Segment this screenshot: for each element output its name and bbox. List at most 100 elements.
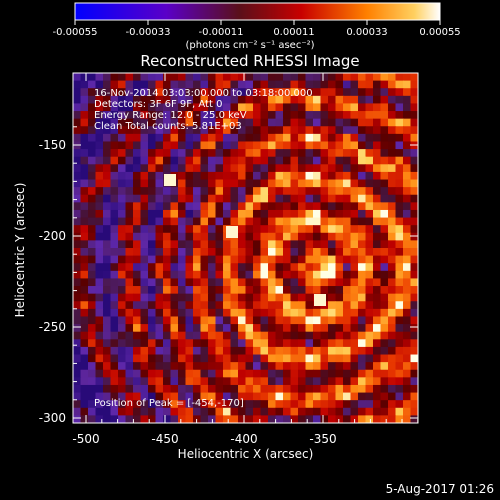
image-pixel (200, 331, 209, 340)
image-pixel (380, 141, 389, 150)
image-pixel (290, 407, 299, 416)
image-pixel (290, 73, 299, 82)
image-pixel (350, 407, 359, 416)
image-pixel (253, 73, 262, 82)
image-pixel (365, 202, 374, 211)
image-pixel (335, 209, 344, 219)
image-pixel (200, 415, 209, 423)
image-pixel (350, 278, 359, 287)
image-pixel (73, 278, 82, 287)
image-pixel (268, 95, 277, 105)
image-pixel (245, 362, 254, 371)
image-pixel (223, 286, 232, 295)
image-pixel (328, 171, 337, 181)
image-pixel (118, 103, 127, 112)
image-pixel (133, 88, 142, 97)
image-pixel (350, 346, 359, 356)
image-pixel (163, 407, 172, 416)
image-pixel (80, 392, 89, 401)
image-pixel (238, 369, 247, 378)
image-pixel (178, 118, 187, 127)
image-pixel (275, 73, 284, 82)
image-pixel (88, 164, 97, 173)
image-pixel (163, 217, 172, 226)
image-pixel (73, 103, 82, 112)
image-pixel (298, 209, 307, 219)
image-pixel (380, 194, 389, 203)
image-pixel (253, 164, 262, 173)
colorbar-tick-label: 0.00033 (346, 27, 388, 38)
image-pixel (350, 164, 359, 173)
image-pixel (185, 88, 194, 97)
image-pixel (380, 400, 389, 409)
image-pixel (95, 126, 104, 135)
image-pixel (343, 407, 352, 416)
image-pixel (88, 270, 97, 280)
image-pixel (230, 95, 239, 105)
image-pixel (350, 194, 359, 203)
image-pixel (208, 308, 217, 318)
image-pixel (125, 324, 134, 333)
image-pixel (155, 95, 164, 105)
image-pixel (275, 217, 284, 226)
image-pixel (410, 171, 418, 181)
image-pixel (155, 225, 164, 234)
image-pixel (305, 415, 314, 423)
image-pixel (305, 164, 314, 173)
image-pixel (208, 293, 217, 302)
image-pixel (403, 278, 412, 287)
colorbar-unit: (photons cm⁻² s⁻¹ asec⁻²) (185, 40, 315, 51)
image-pixel (200, 392, 209, 401)
image-pixel (215, 331, 224, 340)
image-pixel (253, 331, 262, 340)
image-pixel (260, 88, 269, 97)
image-pixel (163, 73, 172, 82)
image-pixel (358, 339, 367, 348)
image-pixel (193, 118, 202, 127)
image-pixel (253, 232, 262, 241)
image-pixel (118, 324, 127, 333)
image-pixel (223, 339, 232, 348)
image-pixel (380, 392, 389, 401)
image-pixel (365, 407, 374, 416)
image-pixel (335, 362, 344, 371)
image-pixel (410, 293, 418, 302)
image-pixel (283, 118, 292, 127)
image-pixel (178, 80, 187, 89)
image-pixel (230, 286, 239, 295)
image-pixel (283, 255, 292, 264)
image-pixel (395, 232, 404, 241)
image-pixel (365, 217, 374, 226)
image-pixel (343, 179, 352, 188)
image-pixel (395, 156, 404, 165)
image-pixel (88, 171, 97, 181)
image-pixel (290, 187, 299, 196)
image-pixel (335, 377, 344, 386)
image-pixel (290, 80, 299, 89)
image-pixel (88, 331, 97, 340)
image-pixel (170, 346, 179, 356)
image-pixel (88, 209, 97, 219)
image-pixel (163, 263, 172, 272)
image-pixel (178, 202, 187, 211)
image-pixel (140, 202, 149, 211)
image-pixel (125, 225, 134, 234)
image-pixel (290, 286, 299, 295)
image-pixel (245, 141, 254, 150)
image-pixel (110, 202, 119, 211)
image-pixel (320, 118, 329, 127)
image-pixel (388, 111, 397, 120)
image-pixel (200, 248, 209, 257)
image-pixel (125, 164, 134, 173)
image-pixel (148, 278, 157, 287)
image-pixel (230, 270, 239, 280)
image-pixel (350, 217, 359, 226)
image-pixel (313, 286, 322, 295)
image-pixel (373, 149, 382, 158)
image-pixel (275, 118, 284, 127)
image-pixel (163, 126, 172, 135)
image-pixel (365, 73, 374, 82)
image-pixel (350, 149, 359, 158)
image-pixel (140, 331, 149, 340)
image-pixel (410, 346, 418, 356)
